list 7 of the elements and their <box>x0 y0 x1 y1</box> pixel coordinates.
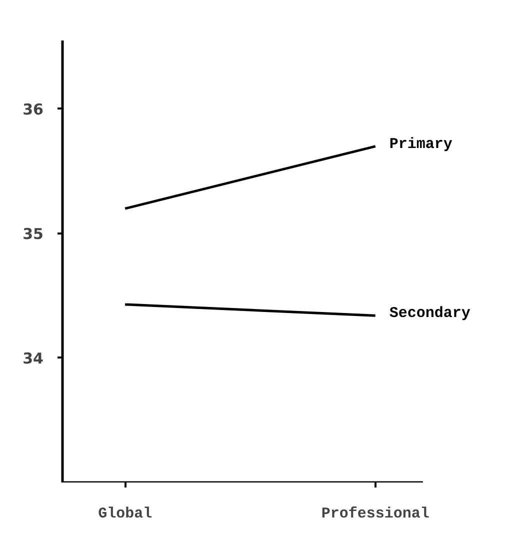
series-label: Secondary <box>389 305 470 322</box>
x-tick-label: Global <box>98 506 152 522</box>
series-label: Primary <box>389 136 452 153</box>
x-tick-label: Professional <box>321 506 430 522</box>
y-tick-label: 36 <box>22 100 44 118</box>
y-tick-label: 34 <box>22 349 44 368</box>
y-tick-label: 35 <box>22 224 44 243</box>
